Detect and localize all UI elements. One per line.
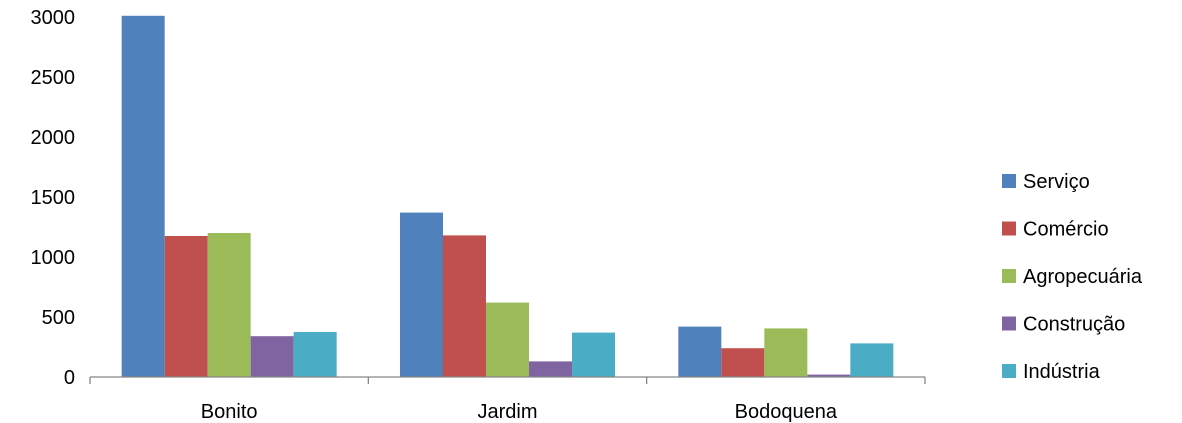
bar-jardim-agropecuaria bbox=[486, 302, 529, 377]
bar-bonito-industria bbox=[293, 332, 337, 377]
x-axis-category-labels: Bonito Jardim Bodoquena bbox=[201, 401, 838, 423]
legend-label-comercio: Comércio bbox=[1023, 219, 1109, 241]
y-tick-label: 2000 bbox=[31, 127, 76, 149]
bars bbox=[121, 15, 894, 378]
bar-bonito-agropecuaria bbox=[207, 233, 251, 377]
y-tick-label: 2500 bbox=[31, 67, 76, 89]
bar-jardim-construcao bbox=[529, 361, 572, 377]
bar-bodoquena-construcao bbox=[807, 374, 851, 377]
bar-jardim-industria bbox=[572, 332, 615, 377]
y-tick-label: 1000 bbox=[31, 247, 76, 269]
legend-swatch-industria bbox=[1002, 364, 1016, 378]
y-tick-label: 3000 bbox=[31, 7, 76, 29]
bar-bonito-servico bbox=[121, 15, 165, 378]
legend-label-industria: Indústria bbox=[1023, 361, 1101, 383]
bar-jardim-servico bbox=[400, 212, 443, 377]
bar-bodoquena-servico bbox=[678, 326, 722, 377]
legend-swatch-construcao bbox=[1002, 316, 1016, 331]
y-tick-label: 0 bbox=[64, 367, 75, 389]
bar-bonito-comercio bbox=[164, 236, 208, 377]
x-axis-ticks bbox=[89, 377, 926, 384]
y-tick-label: 1500 bbox=[31, 187, 76, 209]
category-label-jardim: Jardim bbox=[477, 401, 537, 423]
bar-bodoquena-agropecuaria bbox=[764, 328, 808, 377]
category-label-bodoquena: Bodoquena bbox=[735, 401, 838, 423]
bar-bonito-construcao bbox=[250, 336, 294, 377]
legend-label-servico: Serviço bbox=[1023, 171, 1090, 193]
bar-bodoquena-industria bbox=[850, 343, 894, 377]
legend-label-agropecuaria: Agropecuária bbox=[1023, 266, 1143, 288]
legend-swatch-comercio bbox=[1002, 221, 1016, 236]
y-axis-tick-labels: 0 500 1000 1500 2000 2500 3000 bbox=[31, 7, 76, 389]
bar-jardim-comercio bbox=[443, 235, 486, 377]
legend-swatch-servico bbox=[1002, 174, 1016, 188]
category-label-bonito: Bonito bbox=[201, 401, 258, 423]
bar-bodoquena-comercio bbox=[721, 348, 765, 377]
legend-swatch-agropecuaria bbox=[1002, 269, 1016, 283]
legend-label-construcao: Construção bbox=[1023, 314, 1125, 336]
legend: Serviço Comércio Agropecuária Construção Ind… bbox=[1002, 171, 1143, 383]
y-tick-label: 500 bbox=[42, 307, 75, 329]
